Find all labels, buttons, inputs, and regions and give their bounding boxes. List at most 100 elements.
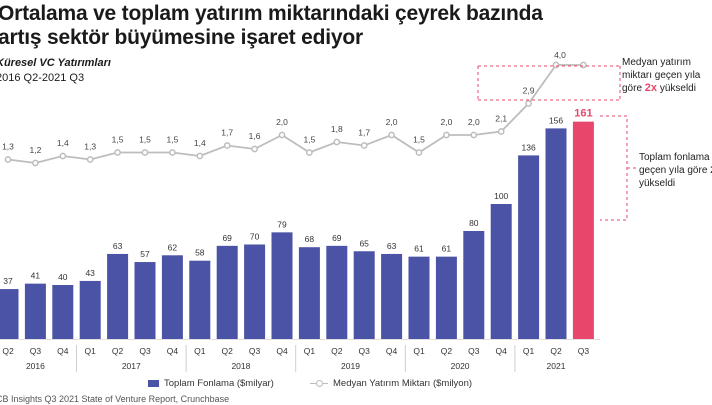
bar-value-label-13: 65 [359, 238, 369, 248]
median-value-label-15: 1,5 [413, 135, 425, 145]
legend: Toplam Fonlama ($milyar) [148, 378, 274, 389]
median-value-label-19: 2,9 [523, 86, 535, 96]
bar-value-label-15: 61 [414, 244, 424, 254]
median-point-12 [333, 138, 341, 146]
median-point-2 [59, 152, 67, 160]
title-line-1: Ortalama ve toplam yatırım miktarındaki … [0, 2, 543, 25]
x-tick-label-8: Q2 [222, 346, 234, 356]
bar-21 [572, 121, 594, 340]
x-tick-label-18: Q4 [496, 346, 508, 356]
bar-value-label-9: 70 [250, 232, 260, 242]
median-value-label-16: 2,0 [440, 117, 452, 127]
bar-14 [381, 253, 403, 339]
x-tick-label-6: Q4 [167, 346, 179, 356]
bar-value-label-6: 62 [168, 242, 178, 252]
x-tick-label-19: Q1 [523, 346, 535, 356]
total-annotation-line-3: yükseldi [639, 178, 676, 189]
bar-2 [52, 285, 74, 339]
title-line-2: artış sektör büyümesine işaret ediyor [0, 26, 363, 49]
median-value-label-11: 1,5 [303, 135, 315, 145]
median-point-4 [114, 149, 121, 156]
x-tick-label-1: Q3 [30, 346, 42, 356]
median-annotation-line-1: Medyan yatırım [622, 57, 691, 68]
median-value-label-13: 1,7 [358, 128, 370, 138]
x-tick-label-2: Q4 [57, 346, 69, 356]
median-callout-box [477, 65, 621, 101]
median-point-7 [196, 152, 204, 160]
median-value-label-3: 1,3 [84, 142, 96, 152]
bar-value-label-18: 100 [494, 191, 508, 201]
legend-bar-label: Toplam Fonlama ($milyar) [164, 378, 274, 389]
median-value-label-9: 1,6 [249, 131, 261, 141]
median-point-8 [223, 142, 231, 149]
bar-11 [298, 247, 320, 339]
bar-10 [271, 232, 293, 339]
x-tick-label-11: Q1 [304, 346, 316, 356]
bar-20 [545, 128, 567, 339]
bar-value-label-2: 40 [58, 272, 68, 282]
total-annotation: Toplam fonlama geçen yıla göre 2 yükseld… [639, 151, 712, 190]
median-value-label-18: 2,1 [495, 114, 507, 124]
x-tick-label-16: Q2 [441, 346, 453, 356]
bar-value-label-11: 68 [305, 234, 315, 244]
x-tick-label-9: Q3 [249, 346, 261, 356]
median-value-label-1: 1,2 [29, 145, 41, 155]
bar-17 [463, 231, 485, 339]
median-line [7, 64, 584, 164]
bar-value-label-7: 58 [195, 248, 205, 258]
bar-value-label-0: 37 [3, 276, 13, 286]
bar-value-label-16: 61 [442, 244, 452, 254]
median-value-label-5: 1,5 [139, 135, 151, 145]
bar-value-label-8: 69 [222, 233, 232, 243]
chart-title: Ortalama ve toplam yatırım miktarındaki … [0, 2, 710, 50]
x-tick-label-20: Q2 [550, 346, 562, 356]
year-label-2020: 2020 [451, 361, 470, 371]
bar-value-label-20: 156 [549, 115, 563, 125]
total-annotation-line-2: geçen yıla göre 2 [639, 165, 712, 176]
median-value-label-2: 1,4 [57, 138, 69, 148]
median-point-13 [360, 142, 368, 149]
bar-4 [107, 253, 129, 339]
x-tick-label-14: Q4 [386, 346, 398, 356]
bar-6 [161, 255, 183, 339]
median-point-0 [4, 156, 12, 163]
x-tick-label-5: Q3 [139, 346, 151, 356]
median-annotation-highlight: 2x [644, 82, 658, 94]
year-label-2016: 2016 [26, 361, 45, 371]
median-value-label-0: 1,3 [2, 142, 14, 152]
x-tick-label-3: Q1 [85, 346, 97, 356]
median-annotation-pre: göre [622, 83, 645, 94]
median-value-label-4: 1,5 [112, 135, 124, 145]
x-tick-label-15: Q1 [413, 346, 425, 356]
legend-line-swatch [310, 380, 328, 387]
source-note: CB Insights Q3 2021 State of Venture Rep… [0, 394, 230, 404]
median-point-11 [306, 149, 313, 156]
x-tick-label-4: Q2 [112, 346, 124, 356]
median-point-16 [443, 131, 450, 139]
median-value-label-7: 1,4 [194, 138, 206, 148]
median-value-label-17: 2,0 [468, 117, 480, 127]
bar-value-label-4: 63 [113, 241, 123, 251]
legend-bar-swatch [148, 380, 159, 387]
median-value-label-6: 1,5 [166, 135, 178, 145]
x-tick-label-7: Q1 [194, 346, 206, 356]
median-point-6 [169, 149, 176, 156]
year-label-2019: 2019 [341, 361, 360, 371]
bar-value-label-21: 161 [574, 108, 592, 120]
bar-8 [216, 245, 238, 339]
bar-value-label-17: 80 [469, 218, 479, 228]
median-annotation: Medyan yatırım miktarı geçen yıla göre 2… [622, 56, 700, 95]
median-annotation-post: yükseldi [657, 83, 696, 94]
bar-5 [134, 262, 156, 339]
bar-1 [24, 283, 46, 339]
median-value-label-14: 2,0 [386, 117, 398, 127]
bar-0 [0, 289, 19, 339]
median-point-10 [278, 131, 286, 139]
year-label-2018: 2018 [231, 361, 250, 371]
bar-19 [518, 155, 540, 339]
bar-16 [435, 256, 457, 339]
x-tick-label-13: Q3 [359, 346, 371, 356]
x-tick-label-17: Q3 [468, 346, 480, 356]
year-label-2017: 2017 [122, 361, 141, 371]
